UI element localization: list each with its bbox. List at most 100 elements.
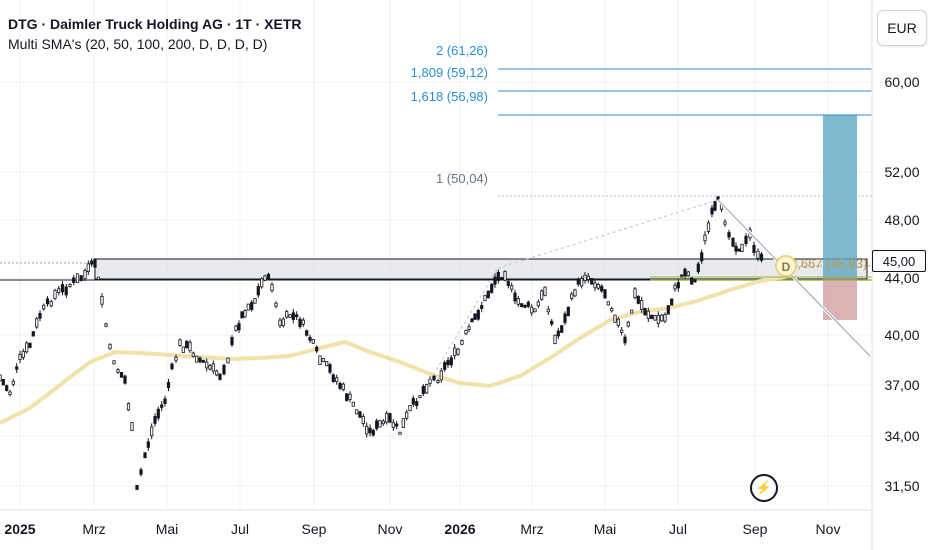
time-tick-label: Jul [669,521,687,537]
time-tick-label: Mai [594,521,617,537]
candle-body [112,360,116,365]
candle-body [506,281,510,287]
candle-body [650,314,654,320]
candle-body [666,305,670,315]
candle-body [21,350,25,358]
down-trendline [717,199,871,357]
candle-body [288,314,292,318]
candle-body [646,310,650,319]
candle-body [636,295,640,304]
candle-body [731,237,735,247]
time-tick-label: Nov [816,521,841,537]
candle-body [211,363,215,372]
candle-body [467,326,471,330]
candle-body [68,283,72,287]
candle-body [603,289,607,299]
candle-body [28,342,32,348]
candle-body [90,260,94,265]
candle-body [75,273,80,283]
signal-marker-label: D [782,260,791,274]
candle-body [683,268,687,278]
candle-body [205,361,209,369]
candle-body [520,303,524,308]
fib-label: 1,618 (56,98) [411,89,488,104]
candle-body [586,275,590,280]
candle-body [620,329,624,333]
candle-body [135,484,139,490]
candle-body [486,290,490,299]
candle-body [146,441,150,448]
candle-body [510,285,514,290]
candle-body [15,366,19,370]
candle-body [325,360,329,367]
candle-body [274,302,278,307]
candle-body [480,305,484,309]
candle-body [86,263,90,272]
candle-body [405,411,409,419]
candle-body [126,403,131,411]
candle-body [490,283,494,293]
candle-body [315,346,319,352]
candle-body [174,356,178,361]
candle-body [690,277,694,285]
sma-line [0,274,791,425]
candle-body [270,283,274,292]
fib-anchor-line [497,199,719,269]
candle-body [563,313,567,323]
candle-body [473,313,477,320]
price-axis: 60,00 52,00 48,00 44,00 40,00 37,00 34,00 31,50 [884,74,919,494]
candle-body [368,427,372,434]
indicator-label[interactable]: Multi SMA's (20, 50, 100, 200, D, D, D, … [8,36,268,52]
candle-body [395,423,399,427]
time-tick-label: 2026 [444,521,475,537]
candle-body [8,391,12,395]
candle-body [590,277,594,285]
candle-body [351,401,355,407]
candle-body [476,309,480,320]
candle-body [234,325,238,331]
currency-button[interactable]: EUR [877,10,927,46]
candle-body [156,408,160,419]
candle-body [218,373,222,380]
current-price-badge: 45,00 [872,250,926,272]
candle-body [143,452,147,459]
candle-body [443,362,447,370]
candle-body [116,369,120,373]
candle-body [163,398,167,404]
candle-body [398,431,402,435]
price-tick-label: 52,00 [884,164,919,180]
candle-body [60,284,65,293]
candle-body [734,245,738,252]
candle-body [693,279,697,283]
candle-body [560,325,564,333]
candle-body [401,418,405,428]
candle-body [740,243,744,253]
lightning-icon[interactable]: ⚡ [750,474,778,502]
candle-body [540,290,544,300]
candle-body [425,384,429,394]
candle-body [713,201,717,211]
candle-body [108,343,112,350]
candle-body [530,306,534,314]
candle-body [166,382,171,388]
candle-body [100,295,104,305]
candle-body [150,426,154,437]
candle-body [727,232,731,238]
candle-body [553,334,557,345]
candle-body [673,284,677,290]
candle-body [243,310,247,318]
candle-body [546,308,550,313]
candle-body [191,352,195,357]
candle-body [580,278,584,287]
time-tick-label: Mrz [520,521,543,537]
candle-body [503,270,507,281]
price-tick-label: 31,50 [884,478,919,494]
candle-body [408,404,412,412]
candle-body [543,286,547,296]
candle-body [153,416,157,424]
candle-body [500,277,504,280]
candle-body [355,409,359,415]
candle-body [464,330,468,335]
candle-body [371,429,375,436]
